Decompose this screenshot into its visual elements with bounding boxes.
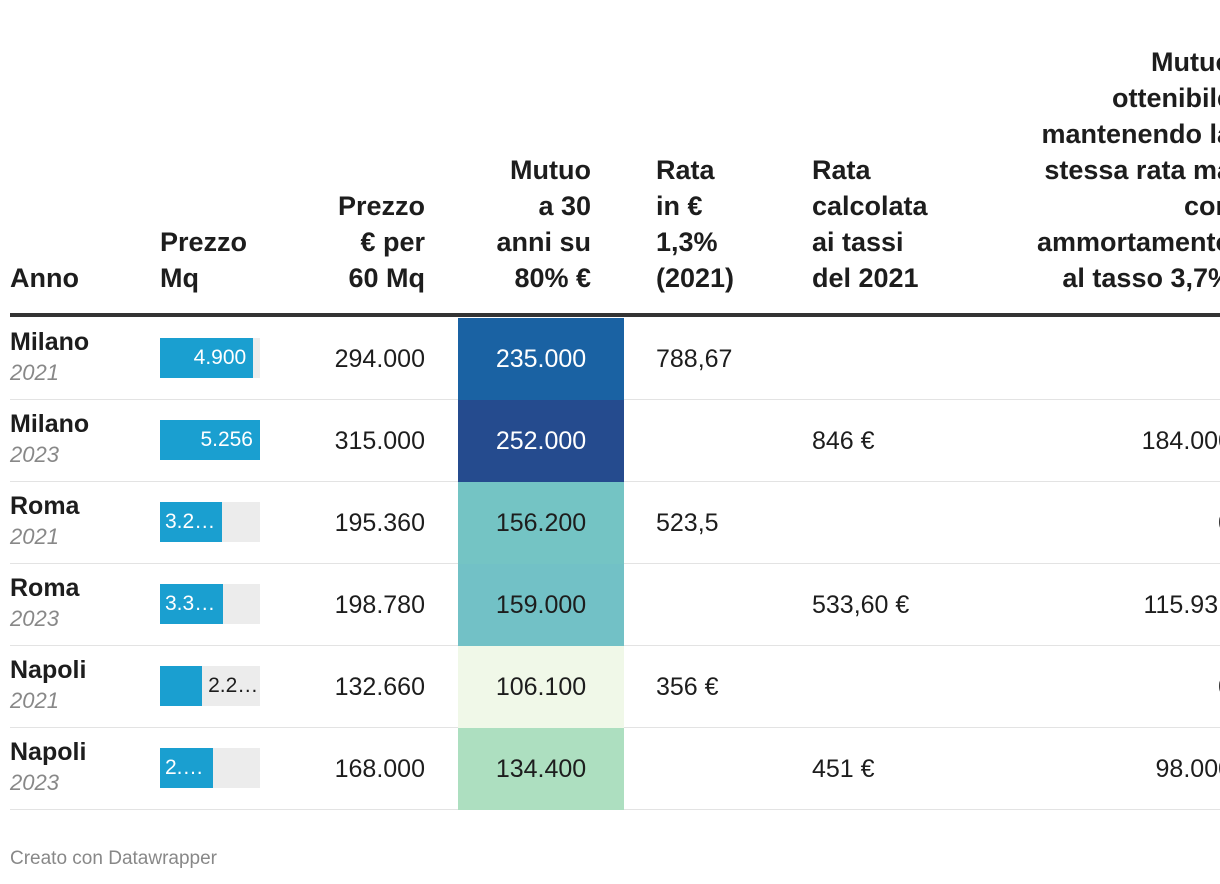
bar-label: 2.… (165, 756, 204, 779)
bar (160, 666, 203, 706)
cell: 294.000 (334, 345, 425, 373)
header-rule (10, 313, 1220, 317)
bar (160, 338, 254, 378)
bar-track: 2.… (160, 748, 260, 788)
city: Roma (10, 492, 80, 520)
year: 2021 (10, 688, 59, 713)
heat-cell: 235.000 (458, 318, 624, 400)
bar-label: 3.3… (165, 592, 216, 615)
column-header: Rata calcolata ai tassi del 2021 (812, 155, 928, 293)
year: 2021 (10, 524, 59, 549)
bar (160, 420, 260, 460)
heat-cell: 156.200 (458, 482, 624, 564)
cell: 168.000 (334, 755, 425, 783)
city: Roma (10, 574, 80, 602)
cell: 0 (960, 482, 1220, 564)
bar-label: 4.900 (193, 346, 247, 369)
cell: 195.360 (334, 509, 425, 537)
city: Napoli (10, 738, 87, 766)
column-header: Mutuo ottenibile mantenendo la stessa ra… (1036, 47, 1220, 293)
column-header: Anno (10, 263, 79, 293)
city: Milano (10, 328, 90, 356)
cell: 198.780 (334, 591, 425, 619)
cell: 846 € (812, 427, 875, 455)
cell: 315.000 (334, 427, 425, 455)
footer: Creato con Datawrapper (10, 848, 217, 869)
bar (160, 502, 222, 542)
bar-label: 2.2… (208, 674, 259, 697)
heat-cell: 159.000 (458, 564, 624, 646)
city: Napoli (10, 656, 87, 684)
column-header: Prezzo Mq (160, 227, 248, 293)
cell: 451 € (812, 755, 875, 783)
year: 2023 (10, 606, 59, 631)
heat-cell: 106.100 (458, 646, 624, 728)
bar-track: 4.900 (160, 338, 260, 378)
year: 2023 (10, 770, 59, 795)
heat-cell: 252.000 (458, 400, 624, 482)
bar-label: 5.256 (200, 428, 253, 451)
column-header: Mutuo a 30 anni su 80% € (496, 155, 591, 293)
cell: 788,67 (656, 345, 733, 373)
cell: 523,5 (656, 509, 719, 537)
bar-track: 5.256 (160, 420, 260, 460)
cell: 0 (960, 646, 1220, 728)
city: Milano (10, 410, 90, 438)
cell: 132.660 (334, 673, 425, 701)
cell: 533,60 € (812, 591, 910, 619)
heat-cell: 134.400 (458, 728, 624, 810)
bar-track: 2.2… (160, 666, 260, 706)
bar (160, 584, 224, 624)
bar-track: 3.3… (160, 584, 260, 624)
column-header: Rata in € 1,3% (2021) (656, 155, 735, 293)
bar-label: 3.2… (165, 510, 216, 533)
cell: 184.000 (1141, 427, 1220, 455)
cell: 115.931 (1143, 591, 1220, 619)
year: 2021 (10, 360, 59, 385)
bar-track: 3.2… (160, 502, 260, 542)
column-header: Prezzo € per 60 Mq (337, 191, 425, 293)
year: 2023 (10, 442, 59, 467)
bar (160, 748, 214, 788)
cell: 356 € (656, 673, 719, 701)
cell: 98.000 (1155, 755, 1220, 783)
